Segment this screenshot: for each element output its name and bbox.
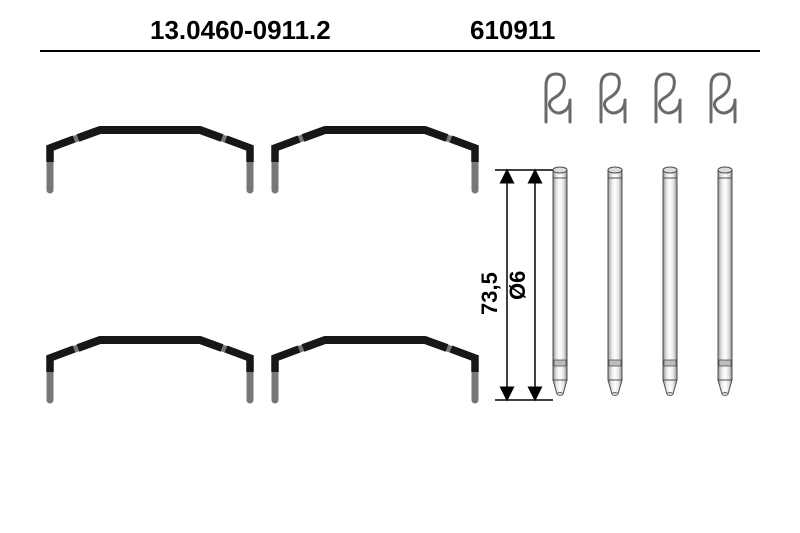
guide-pin xyxy=(608,167,622,396)
cotter-pin xyxy=(711,74,735,122)
spring-clips-group xyxy=(50,130,475,400)
dimension-length-label: 73,5 xyxy=(477,272,502,315)
diagram-frame: 13.0460-0911.2 610911 xyxy=(40,10,760,520)
spring-clip xyxy=(50,340,250,400)
guide-pin xyxy=(553,167,567,396)
spring-clip xyxy=(275,130,475,190)
guide-pin xyxy=(663,167,677,396)
part-number-secondary: 610911 xyxy=(470,15,555,46)
cotter-pins-group xyxy=(546,74,735,122)
pins-and-dimensions: 73,5 Ø6 xyxy=(477,167,732,400)
cotter-pin xyxy=(546,74,570,122)
dimension-diameter-label: Ø6 xyxy=(505,271,530,300)
cotter-pin xyxy=(656,74,680,122)
guide-pin xyxy=(718,167,732,396)
cotter-pin xyxy=(601,74,625,122)
part-number-primary: 13.0460-0911.2 xyxy=(150,15,331,46)
spring-clip xyxy=(275,340,475,400)
diagram-content: 73,5 Ø6 xyxy=(40,50,760,520)
spring-clip xyxy=(50,130,250,190)
diagram-svg: 73,5 Ø6 xyxy=(40,50,760,520)
header-bar: 13.0460-0911.2 610911 xyxy=(40,10,760,52)
